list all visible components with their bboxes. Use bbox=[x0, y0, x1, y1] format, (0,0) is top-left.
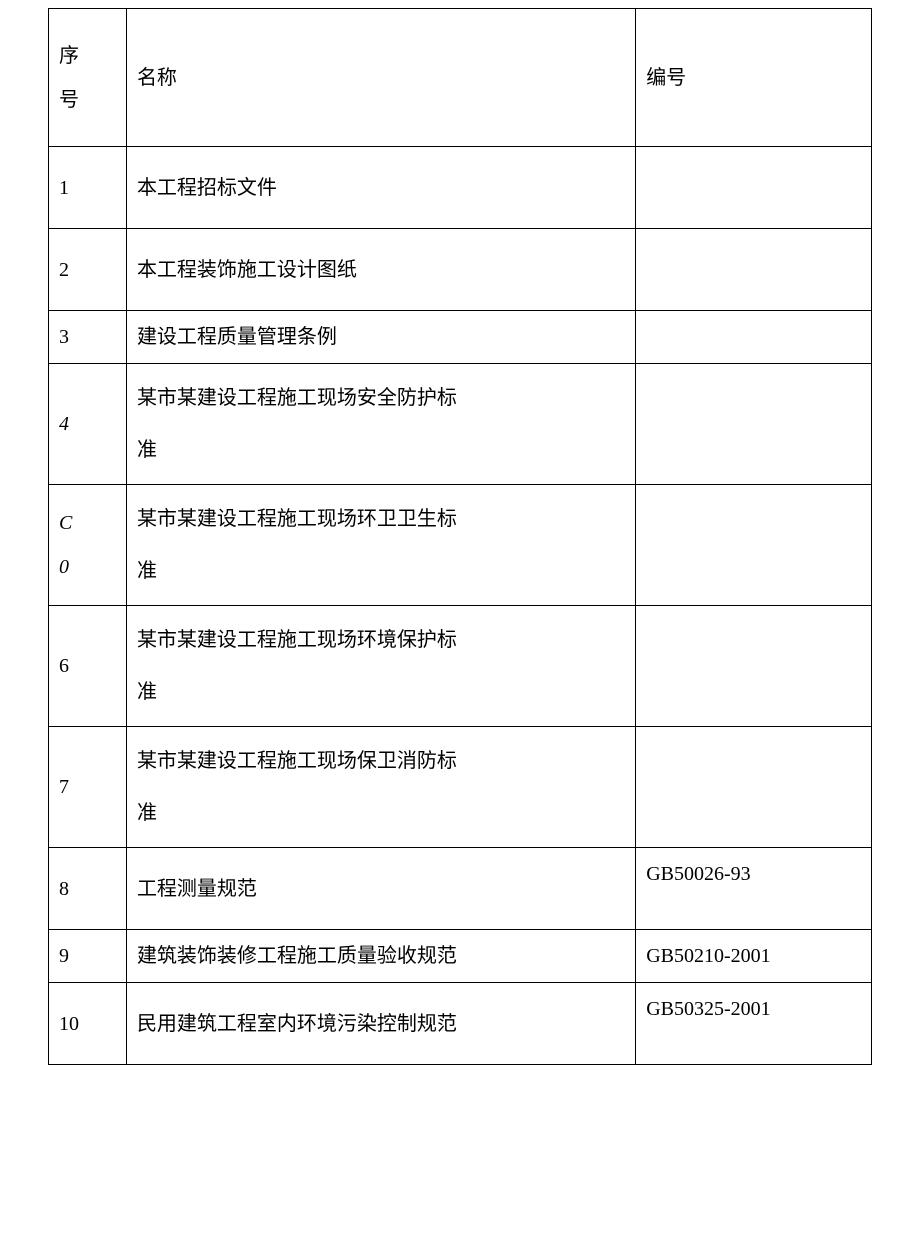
cell-seq: 6 bbox=[49, 606, 127, 727]
cell-name: 建设工程质量管理条例 bbox=[126, 311, 635, 364]
table-row: 1 本工程招标文件 bbox=[49, 147, 872, 229]
table-header-row: 序号 名称 编号 bbox=[49, 9, 872, 147]
cell-name: 本工程招标文件 bbox=[126, 147, 635, 229]
cell-name: 本工程装饰施工设计图纸 bbox=[126, 229, 635, 311]
cell-name: 建筑装饰装修工程施工质量验收规范 bbox=[126, 930, 635, 983]
table-row: 9 建筑装饰装修工程施工质量验收规范 GB50210-2001 bbox=[49, 930, 872, 983]
table-row: 10 民用建筑工程室内环境污染控制规范 GB50325-2001 bbox=[49, 983, 872, 1065]
cell-code: GB50026-93 bbox=[636, 848, 872, 930]
cell-name: 某市某建设工程施工现场环境保护标准 bbox=[126, 606, 635, 727]
cell-seq: 8 bbox=[49, 848, 127, 930]
cell-seq: 2 bbox=[49, 229, 127, 311]
cell-code: GB50210-2001 bbox=[636, 930, 872, 983]
cell-name: 工程测量规范 bbox=[126, 848, 635, 930]
cell-name: 某市某建设工程施工现场环卫卫生标准 bbox=[126, 485, 635, 606]
table-row: 2 本工程装饰施工设计图纸 bbox=[49, 229, 872, 311]
header-name-label: 名称 bbox=[137, 67, 177, 89]
cell-name: 某市某建设工程施工现场保卫消防标准 bbox=[126, 727, 635, 848]
table-row: 6 某市某建设工程施工现场环境保护标准 bbox=[49, 606, 872, 727]
cell-code bbox=[636, 727, 872, 848]
cell-seq: 3 bbox=[49, 311, 127, 364]
cell-seq: 10 bbox=[49, 983, 127, 1065]
cell-code bbox=[636, 364, 872, 485]
cell-seq: 4 bbox=[49, 364, 127, 485]
table-row: 7 某市某建设工程施工现场保卫消防标准 bbox=[49, 727, 872, 848]
cell-code bbox=[636, 229, 872, 311]
cell-seq: 7 bbox=[49, 727, 127, 848]
cell-seq: 1 bbox=[49, 147, 127, 229]
cell-code bbox=[636, 606, 872, 727]
cell-seq: C0 bbox=[49, 485, 127, 606]
cell-seq: 9 bbox=[49, 930, 127, 983]
header-seq: 序号 bbox=[49, 9, 127, 147]
cell-name: 民用建筑工程室内环境污染控制规范 bbox=[126, 983, 635, 1065]
table-row: C0 某市某建设工程施工现场环卫卫生标准 bbox=[49, 485, 872, 606]
cell-code bbox=[636, 485, 872, 606]
cell-code bbox=[636, 147, 872, 229]
cell-code: GB50325-2001 bbox=[636, 983, 872, 1065]
table-row: 4 某市某建设工程施工现场安全防护标准 bbox=[49, 364, 872, 485]
header-code-label: 编号 bbox=[646, 67, 686, 89]
cell-name: 某市某建设工程施工现场安全防护标准 bbox=[126, 364, 635, 485]
header-name: 名称 bbox=[126, 9, 635, 147]
header-seq-label: 序号 bbox=[59, 45, 79, 111]
table-row: 8 工程测量规范 GB50026-93 bbox=[49, 848, 872, 930]
cell-code bbox=[636, 311, 872, 364]
header-code: 编号 bbox=[636, 9, 872, 147]
standards-table: 序号 名称 编号 1 本工程招标文件 2 本工程装饰施工设计图纸 3 建设工程质… bbox=[48, 8, 872, 1065]
table-row: 3 建设工程质量管理条例 bbox=[49, 311, 872, 364]
